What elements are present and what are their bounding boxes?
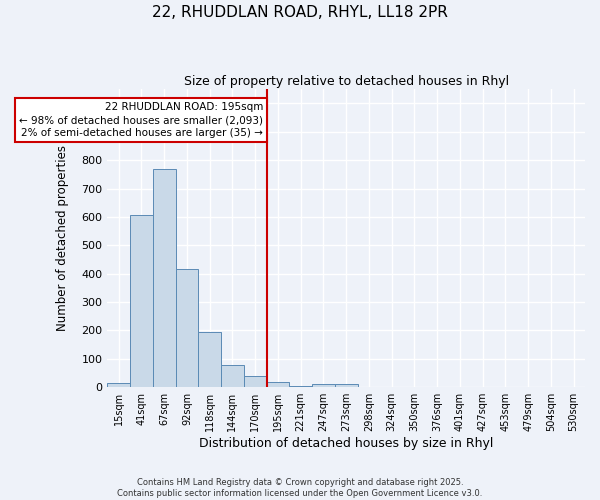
- Bar: [289, 386, 312, 387]
- X-axis label: Distribution of detached houses by size in Rhyl: Distribution of detached houses by size …: [199, 437, 493, 450]
- Bar: [107, 383, 130, 387]
- Bar: [130, 216, 153, 387]
- Bar: [199, 332, 221, 387]
- Bar: [266, 382, 289, 387]
- Title: Size of property relative to detached houses in Rhyl: Size of property relative to detached ho…: [184, 75, 509, 88]
- Bar: [244, 376, 266, 387]
- Bar: [335, 384, 358, 387]
- Y-axis label: Number of detached properties: Number of detached properties: [56, 145, 69, 331]
- Bar: [221, 365, 244, 387]
- Bar: [176, 270, 199, 387]
- Text: 22 RHUDDLAN ROAD: 195sqm
← 98% of detached houses are smaller (2,093)
2% of semi: 22 RHUDDLAN ROAD: 195sqm ← 98% of detach…: [19, 102, 263, 139]
- Text: Contains HM Land Registry data © Crown copyright and database right 2025.
Contai: Contains HM Land Registry data © Crown c…: [118, 478, 482, 498]
- Bar: [153, 168, 176, 387]
- Bar: [312, 384, 335, 387]
- Text: 22, RHUDDLAN ROAD, RHYL, LL18 2PR: 22, RHUDDLAN ROAD, RHYL, LL18 2PR: [152, 5, 448, 20]
